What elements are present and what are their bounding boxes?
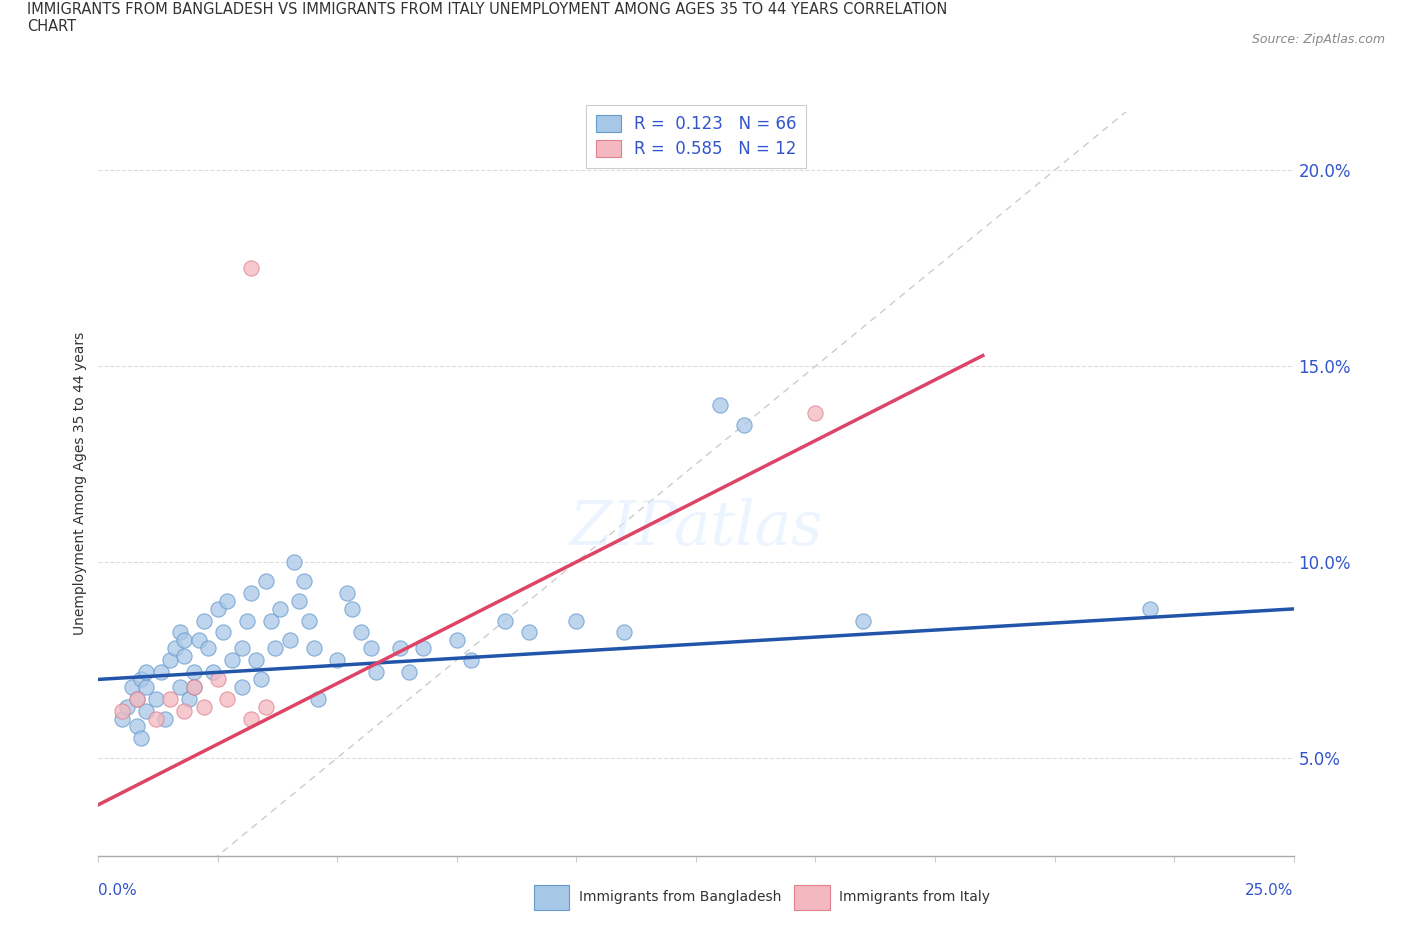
Point (149, 664, 172, 679)
Point (111, 703, 134, 718)
Point (245, 652, 267, 667)
Point (709, 398, 731, 413)
Point (231, 641, 253, 656)
Point (259, 613, 281, 628)
Point (179, 692, 201, 707)
Point (264, 641, 287, 656)
Point (173, 632, 195, 647)
Point (336, 586, 359, 601)
Point (231, 680, 253, 695)
Point (155, 711, 177, 726)
Point (565, 613, 588, 628)
Point (131, 731, 153, 746)
Point (183, 680, 205, 695)
Point (240, 711, 263, 726)
Point (388, 641, 411, 656)
Point (217, 593, 239, 608)
Text: Immigrants from Italy: Immigrants from Italy (839, 890, 990, 905)
Text: Immigrants from Bangladesh: Immigrants from Bangladesh (579, 890, 782, 905)
Point (460, 652, 482, 667)
Point (159, 692, 181, 707)
Text: Source: ZipAtlas.com: Source: ZipAtlas.com (1251, 33, 1385, 46)
Point (207, 602, 229, 617)
Point (278, 632, 301, 647)
Point (183, 664, 205, 679)
Point (288, 593, 311, 608)
Point (283, 554, 305, 569)
Point (350, 625, 373, 640)
Point (163, 641, 186, 656)
Point (159, 652, 181, 667)
Point (111, 711, 134, 726)
Point (1139, 602, 1161, 617)
Point (183, 680, 205, 695)
Point (446, 632, 468, 647)
Point (221, 652, 243, 667)
Point (613, 625, 636, 640)
Point (131, 672, 153, 687)
Point (240, 586, 263, 601)
Point (235, 613, 257, 628)
Point (135, 664, 157, 679)
Text: IMMIGRANTS FROM BANGLADESH VS IMMIGRANTS FROM ITALY UNEMPLOYMENT AMONG AGES 35 T: IMMIGRANTS FROM BANGLADESH VS IMMIGRANTS… (27, 2, 948, 34)
Text: 0.0%: 0.0% (98, 883, 138, 898)
Point (298, 613, 321, 628)
Point (240, 260, 263, 275)
Point (211, 625, 233, 640)
Text: ZIPatlas: ZIPatlas (569, 498, 823, 558)
Legend: R =  0.123   N = 66, R =  0.585   N = 12: R = 0.123 N = 66, R = 0.585 N = 12 (585, 105, 807, 168)
Point (202, 664, 225, 679)
Point (193, 699, 215, 714)
Point (135, 680, 157, 695)
Y-axis label: Unemployment Among Ages 35 to 44 years: Unemployment Among Ages 35 to 44 years (73, 332, 87, 635)
Point (254, 699, 277, 714)
Point (250, 672, 273, 687)
Point (364, 664, 387, 679)
Point (494, 613, 516, 628)
Point (193, 613, 215, 628)
Point (517, 625, 540, 640)
Point (302, 641, 325, 656)
Point (852, 613, 875, 628)
Point (326, 652, 349, 667)
Point (733, 418, 755, 432)
Point (207, 672, 229, 687)
Text: 25.0%: 25.0% (1246, 883, 1294, 898)
Point (197, 641, 219, 656)
Point (360, 641, 382, 656)
Point (187, 632, 209, 647)
Point (115, 699, 138, 714)
Point (217, 692, 239, 707)
Point (145, 692, 167, 707)
Point (804, 405, 827, 420)
Point (340, 602, 363, 617)
Point (173, 648, 195, 663)
Point (121, 680, 143, 695)
Point (169, 625, 191, 640)
Point (412, 641, 434, 656)
Point (135, 703, 157, 718)
Point (125, 692, 148, 707)
Point (125, 692, 148, 707)
Point (125, 719, 148, 734)
Point (173, 703, 195, 718)
Point (398, 664, 420, 679)
Point (269, 602, 291, 617)
Point (254, 574, 277, 589)
Point (292, 574, 315, 589)
Point (145, 711, 167, 726)
Point (307, 692, 329, 707)
Point (169, 680, 191, 695)
